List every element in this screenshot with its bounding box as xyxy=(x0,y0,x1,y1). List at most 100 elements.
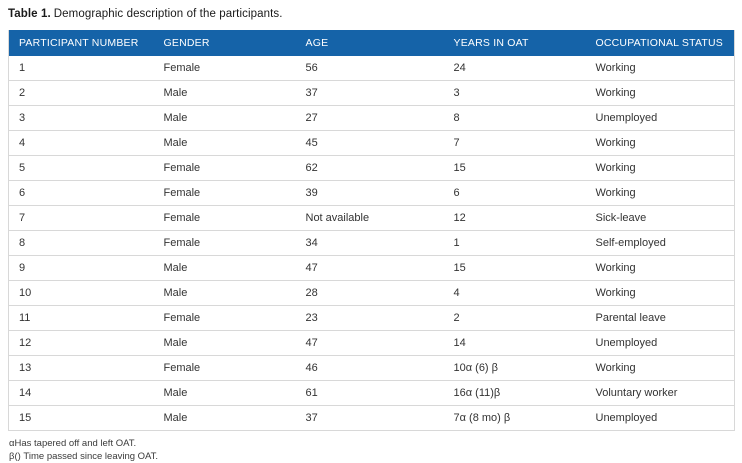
table-cell: Working xyxy=(585,280,735,306)
table-cell: 37 xyxy=(295,405,444,431)
table-cell: Working xyxy=(585,355,735,381)
footnote-beta: β() Time passed since leaving OAT. xyxy=(9,450,159,462)
table-cell: 23 xyxy=(295,305,444,331)
table-cell: Working xyxy=(585,130,735,156)
footnotes: αHas tapered off and left OAT. β() Time … xyxy=(8,438,734,463)
table-cell: Female xyxy=(153,305,296,331)
table-cell: 12 xyxy=(443,205,586,231)
table-cell: 15 xyxy=(443,255,586,281)
table-cell: Working xyxy=(585,80,735,106)
table-cell: 8 xyxy=(443,105,586,131)
table-cell: Male xyxy=(153,330,296,356)
table-cell: 5 xyxy=(8,155,154,181)
table-cell: Male xyxy=(153,105,296,131)
column-header-gender: GENDER xyxy=(153,30,296,56)
table-row: 1 Female 56 24 Working xyxy=(8,56,735,81)
table-row: 7 Female Not available 12 Sick-leave xyxy=(8,205,735,231)
table-cell: 34 xyxy=(295,230,444,256)
table-cell: 47 xyxy=(295,330,444,356)
table-row: 8 Female 34 1 Self-employed xyxy=(8,230,735,256)
table-cell: Working xyxy=(585,180,735,206)
table-cell: 12 xyxy=(8,330,154,356)
table-cell: 39 xyxy=(295,180,444,206)
table-cell: 11 xyxy=(8,305,154,331)
demographics-table: PARTICIPANT NUMBER GENDER AGE YEARS IN O… xyxy=(8,30,735,431)
table-row: 3 Male 27 8 Unemployed xyxy=(8,105,735,131)
table-cell: Parental leave xyxy=(585,305,735,331)
table-cell: 3 xyxy=(8,105,154,131)
table-title-label: Table 1. xyxy=(8,8,51,20)
table-cell: Male xyxy=(153,280,296,306)
table-cell: Working xyxy=(585,255,735,281)
table-cell: Male xyxy=(153,405,296,431)
table-cell: 8 xyxy=(8,230,154,256)
table-cell: Sick-leave xyxy=(585,205,735,231)
table-cell: Voluntary worker xyxy=(585,380,735,406)
table-cell: 4 xyxy=(443,280,586,306)
table-row: 14 Male 61 16α (11)β Voluntary worker xyxy=(8,380,735,406)
table-header: PARTICIPANT NUMBER GENDER AGE YEARS IN O… xyxy=(8,30,735,56)
table-cell: Female xyxy=(153,180,296,206)
table-body: 1 Female 56 24 Working 2 Male 37 3 Working 3 Male 27… xyxy=(8,56,735,431)
table-cell: 14 xyxy=(443,330,586,356)
table-cell: 7 xyxy=(443,130,586,156)
table-cell: 7α (8 mo) β xyxy=(443,405,586,431)
table-cell: 45 xyxy=(295,130,444,156)
table-cell: Self-employed xyxy=(585,230,735,256)
table-row: 11 Female 23 2 Parental leave xyxy=(8,305,735,331)
table-cell: 2 xyxy=(8,80,154,106)
table-row: 5 Female 62 15 Working xyxy=(8,155,735,181)
table-cell: 2 xyxy=(443,305,586,331)
table-row: 2 Male 37 3 Working xyxy=(8,80,735,106)
table-row: 4 Male 45 7 Working xyxy=(8,130,735,156)
table-cell: Unemployed xyxy=(585,405,735,431)
column-header-participant-number: PARTICIPANT NUMBER xyxy=(8,30,154,56)
table-row: 12 Male 47 14 Unemployed xyxy=(8,330,735,356)
table-cell: Unemployed xyxy=(585,105,735,131)
table-cell: Working xyxy=(585,155,735,181)
table-cell: Female xyxy=(153,56,296,81)
table-cell: Male xyxy=(153,255,296,281)
table-cell: Male xyxy=(153,130,296,156)
table-cell: 9 xyxy=(8,255,154,281)
table-cell: Unemployed xyxy=(585,330,735,356)
table-cell: Working xyxy=(585,56,735,81)
table-cell: Female xyxy=(153,355,296,381)
table-cell: 47 xyxy=(295,255,444,281)
table-cell: 6 xyxy=(443,180,586,206)
column-header-age: AGE xyxy=(295,30,444,56)
table-cell: 10 xyxy=(8,280,154,306)
column-header-occupational-status: OCCUPATIONAL STATUS xyxy=(585,30,735,56)
table-cell: 15 xyxy=(8,405,154,431)
table-row: 13 Female 46 10α (6) β Working xyxy=(8,355,735,381)
table-cell: Female xyxy=(153,155,296,181)
table-title-text: Demographic description of the participa… xyxy=(53,8,283,20)
table-cell: 56 xyxy=(295,56,444,81)
table-cell: 3 xyxy=(443,80,586,106)
table-cell: 46 xyxy=(295,355,444,381)
table-cell: 15 xyxy=(443,155,586,181)
table-row: 6 Female 39 6 Working xyxy=(8,180,735,206)
table-cell: Male xyxy=(153,380,296,406)
table-cell: Female xyxy=(153,205,296,231)
table-row: 15 Male 37 7α (8 mo) β Unemployed xyxy=(8,405,735,431)
table-cell: 24 xyxy=(443,56,586,81)
table-cell: 1 xyxy=(443,230,586,256)
table-cell: 16α (11)β xyxy=(443,380,586,406)
table-row: 9 Male 47 15 Working xyxy=(8,255,735,281)
table-cell: Not available xyxy=(295,205,444,231)
table-cell: 4 xyxy=(8,130,154,156)
table-cell: Female xyxy=(153,230,296,256)
table-cell: 28 xyxy=(295,280,444,306)
table-header-row: PARTICIPANT NUMBER GENDER AGE YEARS IN O… xyxy=(8,30,735,56)
table-cell: 37 xyxy=(295,80,444,106)
table-cell: 10α (6) β xyxy=(443,355,586,381)
table-title: Table 1. Demographic description of the p… xyxy=(8,8,734,21)
column-header-years-in-oat: YEARS IN OAT xyxy=(443,30,586,56)
table-cell: 61 xyxy=(295,380,444,406)
table-row: 10 Male 28 4 Working xyxy=(8,280,735,306)
table-cell: 13 xyxy=(8,355,154,381)
table-cell: Male xyxy=(153,80,296,106)
table-cell: 7 xyxy=(8,205,154,231)
